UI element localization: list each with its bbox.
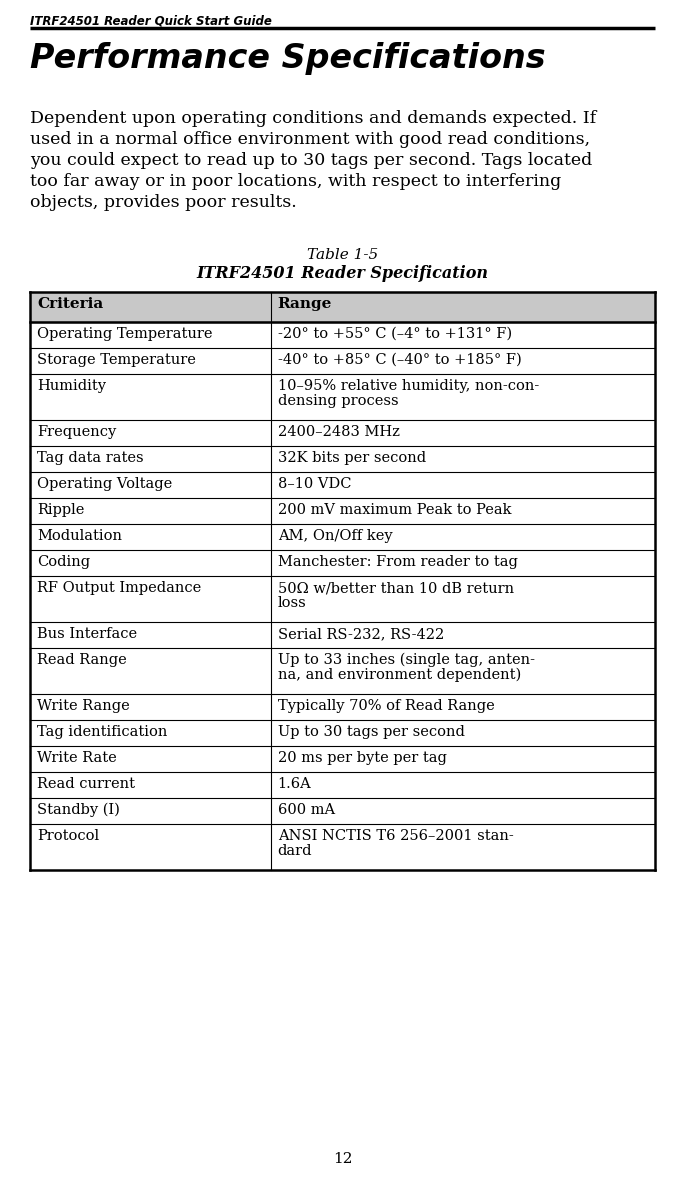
Text: densing process: densing process [277, 394, 398, 408]
Text: 20 ms per byte per tag: 20 ms per byte per tag [277, 751, 447, 765]
Text: dard: dard [277, 844, 312, 858]
Text: Table 1-5: Table 1-5 [307, 248, 378, 262]
Text: you could expect to read up to 30 tags per second. Tags located: you could expect to read up to 30 tags p… [30, 152, 593, 169]
Text: 32K bits per second: 32K bits per second [277, 451, 426, 465]
Text: Coding: Coding [37, 556, 90, 568]
Text: Tag data rates: Tag data rates [37, 451, 144, 465]
Text: Dependent upon operating conditions and demands expected. If: Dependent upon operating conditions and … [30, 109, 596, 127]
Text: Write Range: Write Range [37, 699, 129, 713]
Text: Up to 30 tags per second: Up to 30 tags per second [277, 725, 464, 739]
Text: ITRF24501 Reader Specification: ITRF24501 Reader Specification [197, 265, 488, 282]
Text: Write Rate: Write Rate [37, 751, 116, 765]
Text: Read Range: Read Range [37, 653, 127, 667]
Text: Operating Temperature: Operating Temperature [37, 327, 212, 341]
Text: Read current: Read current [37, 777, 135, 791]
Text: Operating Voltage: Operating Voltage [37, 477, 172, 491]
Text: AM, On/Off key: AM, On/Off key [277, 528, 393, 543]
Text: Range: Range [277, 297, 332, 311]
Text: loss: loss [277, 596, 306, 610]
Text: 50Ω w/better than 10 dB return: 50Ω w/better than 10 dB return [277, 581, 514, 596]
Text: 10–95% relative humidity, non-con-: 10–95% relative humidity, non-con- [277, 379, 539, 393]
Bar [30, 292, 655, 322]
Text: -20° to +55° C (–4° to +131° F): -20° to +55° C (–4° to +131° F) [277, 327, 512, 341]
Text: Up to 33 inches (single tag, anten-: Up to 33 inches (single tag, anten- [277, 653, 534, 667]
Text: ANSI NCTIS T6 256–2001 stan-: ANSI NCTIS T6 256–2001 stan- [277, 829, 513, 843]
Text: Humidity: Humidity [37, 379, 106, 393]
Text: Typically 70% of Read Range: Typically 70% of Read Range [277, 699, 495, 713]
Text: 200 mV maximum Peak to Peak: 200 mV maximum Peak to Peak [277, 503, 511, 517]
Text: objects, provides poor results.: objects, provides poor results. [30, 194, 297, 211]
Text: ITRF24501 Reader Quick Start Guide: ITRF24501 Reader Quick Start Guide [30, 15, 272, 28]
Text: Manchester: From reader to tag: Manchester: From reader to tag [277, 556, 517, 568]
Text: 8–10 VDC: 8–10 VDC [277, 477, 351, 491]
Text: RF Output Impedance: RF Output Impedance [37, 581, 201, 596]
Text: 1.6A: 1.6A [277, 777, 312, 791]
Text: -40° to +85° C (–40° to +185° F): -40° to +85° C (–40° to +185° F) [277, 353, 521, 367]
Text: too far away or in poor locations, with respect to interfering: too far away or in poor locations, with … [30, 173, 561, 189]
Text: 600 mA: 600 mA [277, 803, 335, 817]
Text: Protocol: Protocol [37, 829, 99, 843]
Text: Serial RS-232, RS-422: Serial RS-232, RS-422 [277, 627, 444, 641]
Text: Modulation: Modulation [37, 528, 122, 543]
Text: Bus Interface: Bus Interface [37, 627, 137, 641]
Text: Criteria: Criteria [37, 297, 103, 311]
Text: Frequency: Frequency [37, 425, 116, 439]
Text: used in a normal office environment with good read conditions,: used in a normal office environment with… [30, 131, 590, 148]
Text: Storage Temperature: Storage Temperature [37, 353, 196, 367]
Text: na, and environment dependent): na, and environment dependent) [277, 669, 521, 683]
Text: 2400–2483 MHz: 2400–2483 MHz [277, 425, 399, 439]
Text: Standby (I): Standby (I) [37, 803, 120, 817]
Text: Performance Specifications: Performance Specifications [30, 42, 546, 75]
Text: 12: 12 [333, 1152, 352, 1166]
Text: Tag identification: Tag identification [37, 725, 167, 739]
Text: Ripple: Ripple [37, 503, 84, 517]
